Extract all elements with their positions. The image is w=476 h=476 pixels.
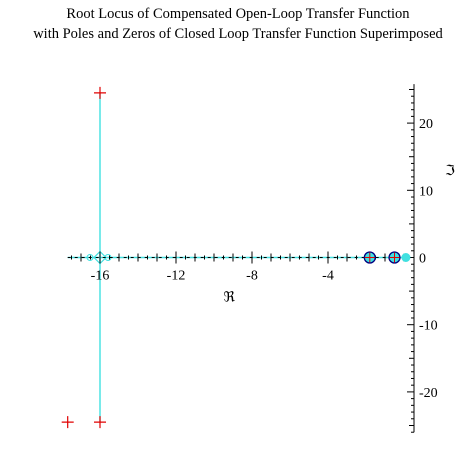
x-tick-label: -4	[322, 269, 334, 284]
chart-titles: Root Locus of Compensated Open-Loop Tran…	[0, 4, 476, 44]
x-tick-label: -16	[91, 269, 110, 284]
y-tick-label: -10	[419, 319, 438, 334]
y-tick-label: 20	[419, 117, 433, 132]
x-axis-label: ℜ	[223, 291, 235, 306]
y-tick-label: -20	[419, 386, 438, 401]
y-axis-label: ℑ	[445, 164, 455, 179]
y-tick-label: 0	[419, 252, 426, 267]
locus-point	[86, 254, 94, 261]
closed-loop-pole-cross	[389, 252, 400, 263]
closed-loop-pole-cross	[364, 252, 375, 263]
marker-layer	[61, 86, 411, 429]
x-tick-label: -12	[167, 269, 186, 284]
pole-marker	[94, 86, 106, 99]
chart-title: Root Locus of Compensated Open-Loop Tran…	[66, 6, 410, 22]
pole-marker	[94, 416, 106, 429]
chart-subtitle: with Poles and Zeros of Closed Loop Tran…	[33, 26, 443, 42]
origin-locus-point	[401, 253, 411, 262]
pole-marker	[61, 416, 74, 429]
x-tick-label: -8	[246, 269, 258, 284]
axes-layer: -16 -12 -8 -4 20 10 0 -10 -20	[67, 84, 438, 433]
y-tick-label: 10	[419, 184, 433, 199]
